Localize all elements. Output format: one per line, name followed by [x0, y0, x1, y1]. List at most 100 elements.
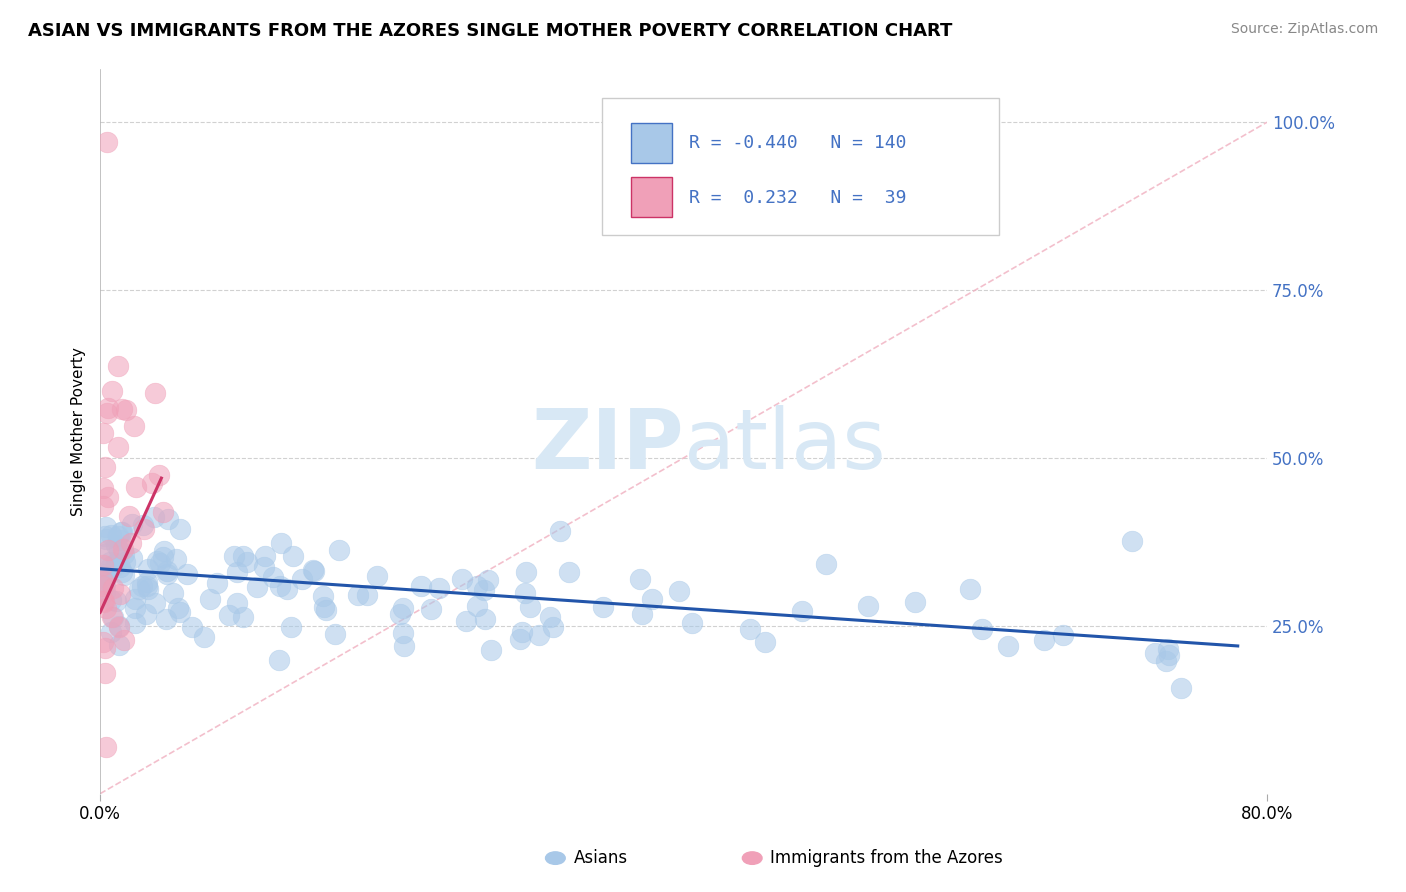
Point — [291, 572, 314, 586]
Point — [176, 567, 198, 582]
Point — [146, 554, 169, 568]
Text: R =  0.232   N =  39: R = 0.232 N = 39 — [689, 188, 907, 207]
Point — [477, 573, 499, 587]
Point — [122, 418, 145, 433]
Point — [193, 630, 215, 644]
Point — [107, 638, 129, 652]
Point — [100, 610, 122, 624]
Point — [148, 468, 170, 483]
Point — [427, 582, 450, 596]
Point — [366, 569, 388, 583]
Text: Source: ZipAtlas.com: Source: ZipAtlas.com — [1230, 22, 1378, 37]
Point — [131, 517, 153, 532]
Point — [641, 592, 664, 607]
Point — [997, 639, 1019, 653]
Text: ASIAN VS IMMIGRANTS FROM THE AZORES SINGLE MOTHER POVERTY CORRELATION CHART: ASIAN VS IMMIGRANTS FROM THE AZORES SING… — [28, 22, 952, 40]
Point — [269, 579, 291, 593]
Point — [1143, 646, 1166, 660]
Point — [254, 549, 277, 564]
Point — [156, 565, 179, 579]
FancyBboxPatch shape — [602, 97, 998, 235]
Point — [112, 632, 135, 647]
Point — [105, 594, 128, 608]
Point — [152, 505, 174, 519]
Point — [356, 588, 378, 602]
Point — [509, 632, 531, 646]
Point — [108, 587, 131, 601]
Point — [93, 576, 115, 591]
Point — [93, 665, 115, 680]
Point — [107, 359, 129, 373]
Point — [108, 620, 131, 634]
Point — [115, 402, 138, 417]
Point — [101, 384, 124, 398]
Point — [124, 615, 146, 630]
Point — [347, 588, 370, 602]
Point — [111, 541, 134, 556]
Point — [97, 491, 120, 505]
Point — [858, 599, 880, 613]
Point — [93, 570, 115, 584]
Point — [91, 594, 114, 608]
Point — [107, 529, 129, 543]
Point — [136, 562, 159, 576]
Point — [1170, 681, 1192, 695]
Point — [100, 593, 122, 607]
Point — [118, 509, 141, 524]
Point — [97, 543, 120, 558]
Point — [519, 599, 541, 614]
Point — [93, 547, 115, 561]
Point — [111, 402, 134, 417]
Point — [280, 620, 302, 634]
Point — [121, 516, 143, 531]
Point — [631, 607, 654, 622]
Point — [112, 547, 135, 561]
Point — [136, 578, 159, 592]
Point — [96, 406, 118, 420]
Point — [94, 532, 117, 546]
Point — [302, 562, 325, 576]
Point — [1052, 627, 1074, 641]
Point — [754, 635, 776, 649]
Point — [1156, 642, 1178, 657]
Point — [124, 592, 146, 607]
Point — [312, 589, 335, 603]
Point — [135, 575, 157, 590]
Point — [394, 639, 416, 653]
Point — [157, 512, 180, 526]
Point — [681, 616, 703, 631]
Point — [472, 582, 495, 597]
Point — [169, 605, 191, 619]
Point — [142, 509, 165, 524]
Point — [262, 570, 284, 584]
Point — [91, 635, 114, 649]
Point — [592, 599, 614, 614]
Point — [558, 566, 581, 580]
Point — [668, 583, 690, 598]
Point — [302, 564, 325, 578]
Point — [91, 482, 114, 496]
Point — [474, 612, 496, 626]
Point — [131, 579, 153, 593]
Point — [388, 607, 411, 622]
Point — [101, 581, 124, 595]
Point — [111, 566, 134, 580]
Point — [226, 596, 249, 610]
Point — [232, 610, 254, 624]
Point — [970, 622, 993, 636]
Point — [479, 642, 502, 657]
Point — [97, 401, 120, 415]
Point — [104, 538, 127, 552]
Text: atlas: atlas — [683, 405, 886, 486]
Point — [152, 550, 174, 565]
Point — [135, 607, 157, 621]
Point — [104, 556, 127, 570]
Point — [392, 626, 415, 640]
Point — [314, 599, 336, 614]
Point — [180, 620, 202, 634]
Point — [1157, 648, 1180, 662]
Point — [515, 586, 537, 600]
Point — [169, 522, 191, 536]
Point — [465, 599, 488, 613]
Point — [108, 543, 131, 558]
